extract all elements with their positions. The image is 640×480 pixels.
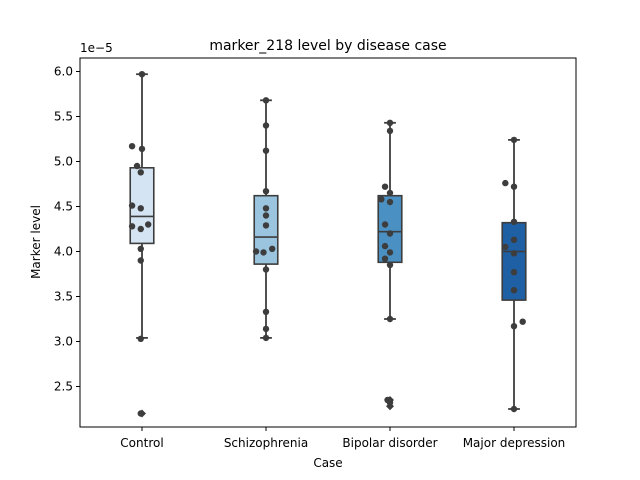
y-tick-label: 4.0 [54,245,73,259]
data-point [262,147,270,154]
data-point [386,198,394,206]
data-point [386,261,394,269]
data-point [262,334,270,342]
data-point [381,255,389,262]
data-point [381,183,389,190]
y-axis-label: Marker level [29,205,43,279]
y-tick-label: 3.5 [54,290,73,304]
data-point [510,218,518,225]
data-point [269,245,276,252]
chart-title: marker_218 level by disease case [209,38,446,54]
data-point [510,136,518,144]
data-point [262,205,270,212]
data-point [262,97,270,104]
data-point [519,318,526,325]
data-point [386,189,394,197]
data-point [137,169,144,176]
data-point [262,308,270,315]
data-point [510,269,518,276]
data-point [381,242,389,250]
data-point [386,119,394,127]
x-tick-label: Control [120,436,163,450]
data-point [381,221,389,228]
y-tick-label: 3.0 [54,335,73,349]
data-point [510,250,518,257]
data-point [137,335,144,342]
data-point [502,243,509,251]
data-point [510,287,518,294]
y-offset-label: 1e−5 [80,41,113,55]
plot-area [128,71,527,418]
data-point [510,323,518,330]
data-point [386,315,394,323]
data-point [137,205,144,212]
data-point [378,196,385,203]
data-point [260,249,267,256]
data-point [386,230,394,237]
data-point [138,71,146,78]
data-point [137,225,144,233]
data-point [137,245,144,252]
data-point [386,399,394,406]
data-point [138,145,146,153]
data-point [133,162,141,170]
x-axis-label: Case [313,456,342,470]
y-tick-label: 4.5 [54,200,73,214]
data-point [262,188,270,195]
axes-frame [79,57,577,428]
data-point [128,202,136,209]
data-point [386,127,394,135]
data-point [252,248,260,255]
data-point [137,410,144,417]
y-tick-label: 6.0 [54,65,73,79]
x-tick-label: Major depression [463,436,566,450]
x-tick-label: Schizophrenia [224,436,308,450]
data-point [502,179,509,187]
data-point [510,405,518,413]
data-point [262,212,270,219]
data-point [128,143,136,150]
data-point [145,221,152,228]
data-point [262,266,270,273]
x-tick-label: Bipolar disorder [342,436,437,450]
data-point [137,257,144,264]
y-tick-label: 5.0 [54,155,73,169]
data-point [262,325,270,333]
data-point [128,223,136,230]
y-tick-label: 5.5 [54,110,73,124]
y-tick-label: 2.5 [54,380,73,394]
data-point [262,222,270,229]
data-point [510,183,518,190]
data-point [386,249,394,256]
data-point [510,236,518,243]
data-point [262,122,270,129]
